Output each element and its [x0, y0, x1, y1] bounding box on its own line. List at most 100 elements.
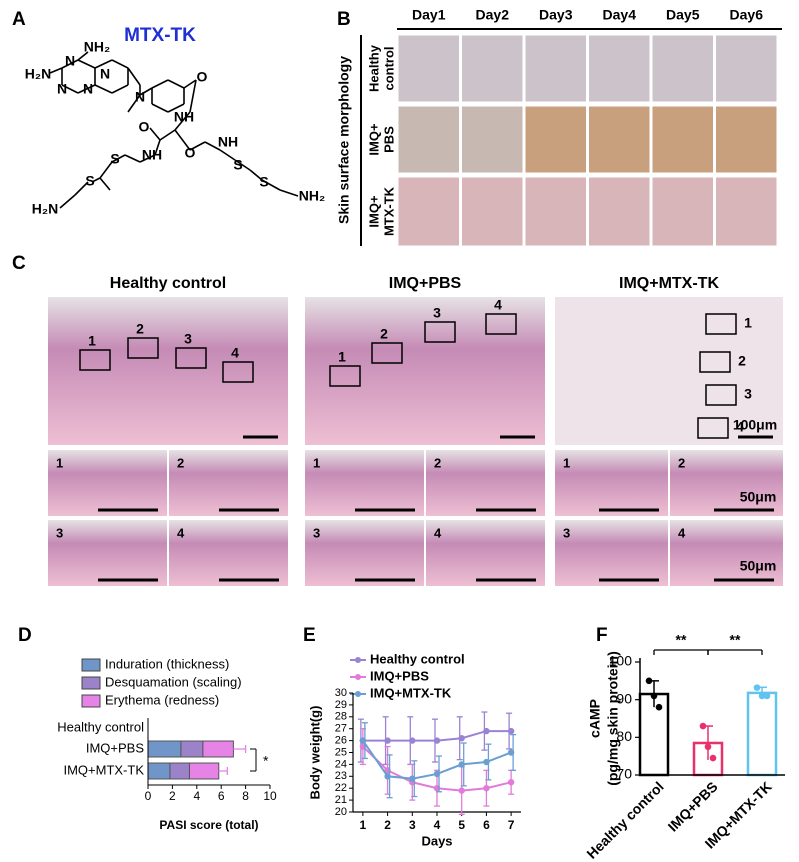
zoom-label: 3: [56, 525, 63, 540]
category-label: IMQ+MTX-TK: [63, 762, 144, 777]
zoom-label: 4: [177, 525, 185, 540]
y-tick-label: 25: [335, 746, 347, 758]
legend-swatch: [81, 676, 101, 690]
y-tick-label: 24: [335, 758, 347, 770]
data-point: [758, 692, 766, 700]
x-tick-label: 4: [434, 818, 441, 832]
legend-label: Healthy control: [370, 651, 465, 666]
zoom-box: [371, 342, 403, 364]
day-label: Day6: [730, 7, 764, 23]
bond: [159, 129, 176, 141]
bond: [94, 59, 113, 69]
atom-label: N: [135, 89, 145, 105]
panel-label: D: [18, 625, 32, 646]
bond: [77, 84, 96, 94]
box-label: 2: [738, 353, 746, 369]
marker: [458, 735, 465, 742]
marker: [458, 761, 465, 768]
x-tick-label: 10: [263, 789, 277, 803]
row-label: Healthy: [366, 44, 381, 92]
zoom-label: 3: [563, 525, 570, 540]
atom-label: NH: [142, 147, 162, 163]
y-axis-label: (pg/mg skin protein): [605, 651, 621, 786]
panel-label: C: [12, 253, 26, 274]
y-tick-label: 21: [335, 794, 347, 806]
bond: [61, 84, 79, 94]
zoom-label: 3: [313, 525, 320, 540]
y-tick-label: 30: [335, 687, 347, 699]
histology-image: [305, 297, 545, 445]
panel-label: E: [303, 625, 316, 646]
panel-label: A: [12, 9, 26, 30]
data-point: [704, 743, 712, 751]
marker: [507, 749, 515, 756]
bond: [204, 141, 221, 151]
histology-image: [555, 297, 783, 445]
skin-photo: [397, 34, 460, 103]
data-point: [650, 692, 658, 700]
skin-photo: [715, 176, 778, 247]
zoom-image: [555, 520, 668, 586]
marker: [384, 737, 391, 744]
panel-label: F: [596, 625, 608, 646]
bond: [61, 59, 79, 69]
y-tick-label: 28: [335, 711, 347, 723]
skin-photo: [651, 105, 714, 174]
zoom-label: 2: [177, 455, 184, 470]
y-tick-label: 22: [335, 782, 347, 794]
x-tick-label: 6: [483, 818, 490, 832]
category-label: IMQ+PBS: [665, 778, 721, 834]
y-tick-label: 100: [609, 653, 633, 669]
skin-photo: [524, 176, 587, 247]
panel-label: B: [337, 9, 351, 30]
bond: [94, 84, 113, 94]
data-point: [753, 684, 761, 691]
atom-label: NH: [174, 109, 194, 125]
x-tick-label: 0: [145, 789, 152, 803]
bond: [189, 141, 206, 151]
atom-label: O: [139, 119, 150, 135]
zoom-label: 4: [678, 525, 686, 540]
legend-marker: [355, 657, 361, 663]
marker: [483, 727, 490, 735]
legend-label: Induration (thickness): [105, 656, 229, 671]
zoom-box: [175, 347, 207, 369]
skin-photo: [588, 176, 651, 247]
axis-title: Skin surface morphology: [336, 56, 352, 224]
row-label: IMQ+: [366, 123, 381, 156]
bond: [77, 51, 89, 61]
atom-label: N: [100, 66, 110, 82]
bond: [189, 79, 197, 113]
y-axis-label: Body weight(g): [307, 706, 322, 800]
x-tick-label: 1: [360, 818, 367, 832]
legend-marker: [355, 674, 361, 680]
zoom-image: [670, 450, 783, 516]
marker: [384, 773, 391, 780]
x-tick-label: 4: [193, 789, 200, 803]
bond: [154, 139, 161, 156]
x-tick-label: 3: [409, 818, 416, 832]
category-label: IMQ+PBS: [86, 740, 144, 755]
category-label: Healthy control: [57, 719, 144, 734]
x-tick-label: 2: [169, 789, 176, 803]
x-tick-label: 6: [218, 789, 225, 803]
legend-label: Desquamation (scaling): [105, 674, 242, 689]
bond: [279, 189, 299, 197]
column-title: IMQ+MTX-TK: [619, 275, 719, 292]
molecule-title: MTX-TK: [124, 25, 196, 46]
x-tick-label: 7: [508, 818, 515, 832]
zoom-box: [222, 361, 254, 383]
marker: [409, 775, 416, 782]
zoom-image: [555, 450, 668, 516]
marker: [507, 727, 515, 735]
x-tick-label: 5: [458, 818, 465, 832]
x-axis-label: PASI score (total): [159, 818, 258, 832]
box-label: 4: [494, 297, 502, 313]
zoom-box: [79, 349, 111, 371]
row-label: MTX-TK: [381, 186, 396, 236]
day-label: Day2: [476, 7, 510, 23]
y-tick-label: 80: [616, 728, 632, 744]
zoom-box: [127, 337, 159, 359]
skin-photo: [461, 176, 524, 247]
